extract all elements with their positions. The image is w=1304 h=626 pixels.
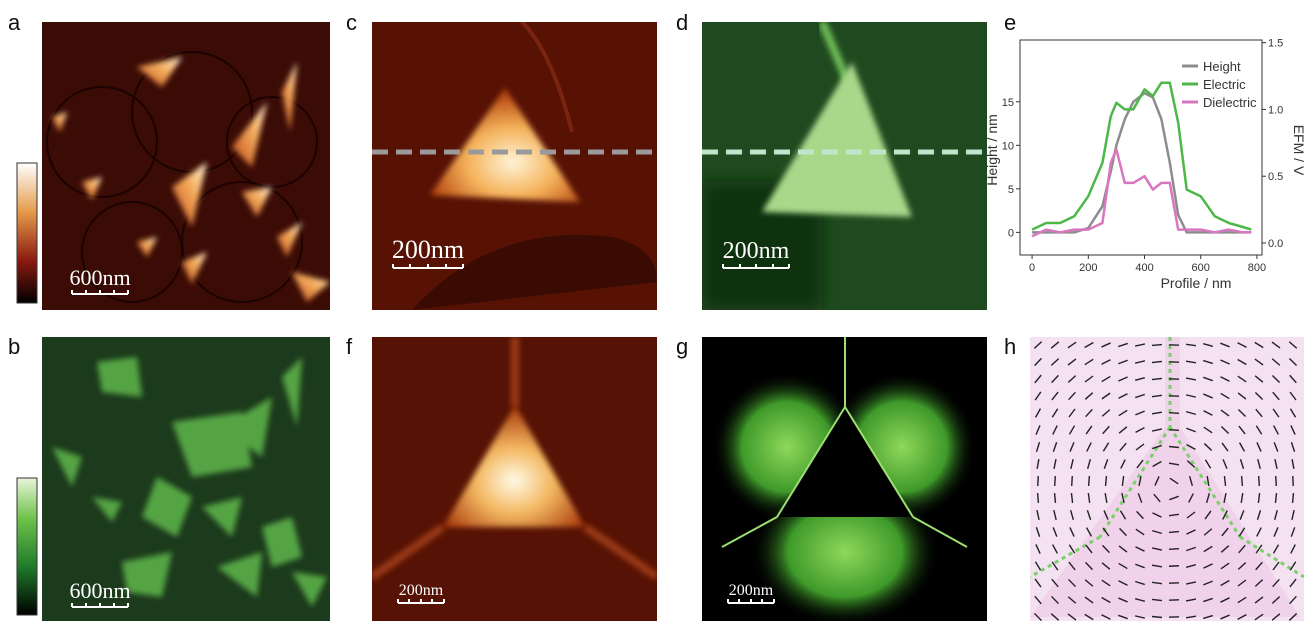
panel-label: c xyxy=(346,10,357,35)
panel-label: d xyxy=(676,10,688,35)
field-arrow xyxy=(1152,617,1162,618)
x-tick-label: 0 xyxy=(1029,262,1035,274)
field-arrow xyxy=(1169,430,1179,431)
y2-tick-label: 1.0 xyxy=(1268,104,1283,116)
y2-tick-label: 1.5 xyxy=(1268,38,1283,50)
y2-axis-label: EFM / V xyxy=(1291,125,1304,176)
field-arrow xyxy=(1169,447,1179,448)
y2-tick-label: 0.5 xyxy=(1268,171,1283,183)
legend-label: Height xyxy=(1203,59,1241,74)
legend-label: Electric xyxy=(1203,77,1246,92)
panel-label: f xyxy=(346,334,353,359)
scale-bar-label: 200nm xyxy=(399,582,444,599)
color-bar xyxy=(17,478,37,615)
image-h xyxy=(1030,337,1304,621)
field-arrow xyxy=(1089,476,1090,486)
y-tick-label: 5 xyxy=(1008,184,1014,196)
panel-label: h xyxy=(1004,334,1016,359)
field-arrow xyxy=(1169,413,1179,414)
field-arrow xyxy=(1169,566,1179,567)
figure: 600nm 600nm 200nm 200nm 200nm 200nm a b … xyxy=(0,0,1304,621)
color-bar xyxy=(17,163,37,303)
legend-label: Dielectric xyxy=(1203,95,1257,110)
y-tick-label: 15 xyxy=(1002,97,1014,109)
panel-label: g xyxy=(676,334,688,359)
x-tick-label: 200 xyxy=(1079,262,1097,274)
scale-bar-label: 600nm xyxy=(69,578,130,603)
field-arrow xyxy=(1055,493,1056,503)
series-line xyxy=(1032,150,1251,237)
series-line xyxy=(1032,93,1251,232)
field-arrow xyxy=(1169,549,1179,550)
image-f xyxy=(372,337,657,621)
image-d xyxy=(702,22,987,310)
scale-bar-label: 200nm xyxy=(723,238,790,264)
x-tick-label: 400 xyxy=(1135,262,1153,274)
image-c xyxy=(372,22,657,310)
field-arrow xyxy=(1055,476,1056,486)
y-tick-label: 0 xyxy=(1008,227,1014,239)
field-arrow xyxy=(1169,532,1179,533)
image-g xyxy=(702,337,987,621)
x-axis-label: Profile / nm xyxy=(1161,275,1232,291)
field-arrow xyxy=(1038,493,1039,503)
scale-bar-label: 200nm xyxy=(729,582,774,599)
field-arrow xyxy=(1106,476,1107,486)
chart: Profile / nm Height / nm EFM / V 0 200 400… xyxy=(984,38,1304,291)
y-tick-label: 10 xyxy=(1002,140,1014,152)
field-arrow xyxy=(1072,476,1073,486)
panel-label: a xyxy=(8,10,21,35)
scale-bar-label: 200nm xyxy=(392,235,464,264)
field-arrow xyxy=(1276,476,1277,486)
y2-tick-label: 0.0 xyxy=(1268,238,1283,250)
field-arrow xyxy=(1152,345,1162,346)
x-tick-label: 800 xyxy=(1248,262,1266,274)
field-arrow xyxy=(1242,476,1243,486)
field-arrow xyxy=(1293,493,1294,503)
panel-label: b xyxy=(8,334,20,359)
field-arrow xyxy=(1259,476,1260,486)
scale-bar-label: 600nm xyxy=(69,265,130,290)
y-axis-label: Height / nm xyxy=(984,114,1000,186)
panel-label: e xyxy=(1004,10,1016,35)
x-tick-label: 600 xyxy=(1192,262,1210,274)
